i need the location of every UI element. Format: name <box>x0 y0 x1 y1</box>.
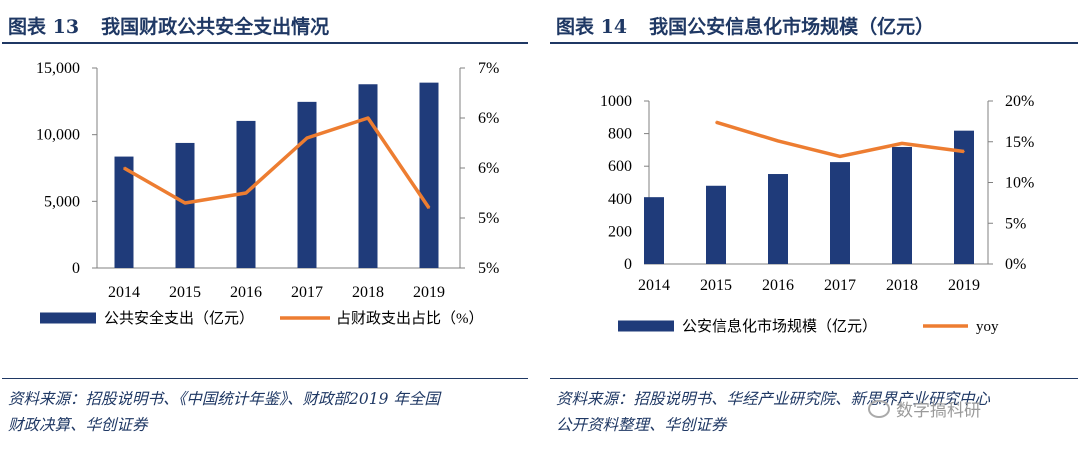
x-tick-label: 2017 <box>291 284 323 301</box>
figure-13-panel: 图表 13 我国财政公共安全支出情况 0 5,000 10,000 15,000 5% 5%… <box>0 0 530 454</box>
x-tick-label: 2016 <box>230 284 262 301</box>
figure-14-label: 图表 14 <box>556 16 628 38</box>
police-it-market-chart: 0 200 400 600 800 1000 0% 5% 10% 15% 20% 2014 2015 20… <box>600 93 1034 335</box>
bar <box>358 84 378 269</box>
y-left-tick-label: 600 <box>608 158 632 175</box>
y-left-tick-label: 400 <box>608 191 632 208</box>
bar <box>175 142 195 268</box>
wechat-icon <box>868 400 890 418</box>
figure-14-source-line-1: 资料来源：招股说明书、华经产业研究院、新思界产业研究中心 <box>556 390 991 408</box>
watermark-text: 数字搞科研 <box>896 401 981 421</box>
y-left-tick-label: 15,000 <box>36 60 80 77</box>
x-tick-label: 2016 <box>762 277 794 294</box>
figure-13-title-text: 我国财政公共安全支出情况 <box>101 16 330 38</box>
y-right-tick-label: 5% <box>478 210 499 227</box>
line-point <box>123 167 125 169</box>
legend-bar-swatch <box>618 320 674 332</box>
bar <box>419 82 439 268</box>
y-right-tick-label: 0% <box>1005 256 1026 273</box>
figure-13-source-line-1: 资料来源：招股说明书、《中国统计年鉴》、财政部2019 年全国 <box>8 390 440 408</box>
figure-14-panel: 图表 14 我国公安信息化市场规模（亿元） 0 200 400 600 800 1000 0%… <box>548 0 1080 454</box>
x-tick-label: 2015 <box>169 284 201 301</box>
line-point <box>367 117 369 119</box>
bar <box>706 185 726 264</box>
y-right-tick-label: 10% <box>1005 175 1034 192</box>
bar <box>297 101 317 268</box>
figure-13-title: 图表 13 我国财政公共安全支出情况 <box>8 12 329 39</box>
line-point <box>184 202 186 204</box>
figure-14-bottom-rule <box>550 378 1078 379</box>
bar <box>830 162 850 264</box>
x-tick-label: 2019 <box>413 284 445 301</box>
line-point <box>777 140 779 142</box>
figure-14-source-line-2: 公开资料整理、华创证券 <box>556 416 727 434</box>
bar <box>644 197 664 264</box>
watermark: 数字搞科研 <box>868 396 981 421</box>
x-tick-label: 2019 <box>948 277 980 294</box>
public-security-spending-chart: 0 5,000 10,000 15,000 5% 5% 6% 6% 7% 2014 2015 2016… <box>36 60 499 327</box>
y-left-tick-label: 200 <box>608 223 632 240</box>
y-left-tick-label: 800 <box>608 126 632 143</box>
figure-13-source: 资料来源：招股说明书、《中国统计年鉴》、财政部2019 年全国 财政决算、华创证… <box>8 386 524 438</box>
bar <box>954 130 974 264</box>
line-point <box>245 192 247 194</box>
legend-bar-label: 公安信息化市场规模（亿元） <box>682 318 877 335</box>
y-left-tick-label: 0 <box>72 260 80 277</box>
legend-bar-swatch <box>40 312 96 324</box>
y-right-tick-label: 20% <box>1005 93 1034 110</box>
bar <box>114 156 134 268</box>
y-right-tick-label: 7% <box>478 60 499 77</box>
figure-13-source-line-2: 财政决算、华创证券 <box>8 416 148 434</box>
x-tick-label: 2014 <box>108 284 140 301</box>
line-point <box>901 142 903 145</box>
figure-14-title: 图表 14 我国公安信息化市场规模（亿元） <box>556 12 934 39</box>
figure-13-top-rule <box>2 42 528 44</box>
figure-13-label: 图表 13 <box>8 16 80 38</box>
y-right-tick-label: 6% <box>478 110 499 127</box>
x-tick-label: 2014 <box>638 277 670 294</box>
x-tick-label: 2018 <box>886 277 918 294</box>
x-tick-label: 2018 <box>352 284 384 301</box>
y-right-tick-label: 15% <box>1005 134 1034 151</box>
bar <box>892 146 912 264</box>
figure-14-title-text: 我国公安信息化市场规模（亿元） <box>649 16 935 38</box>
y-left-tick-label: 0 <box>624 256 632 273</box>
figure-14-top-rule <box>550 42 1078 44</box>
x-tick-label: 2017 <box>824 277 856 294</box>
line-point <box>839 155 841 158</box>
bar <box>768 174 788 264</box>
y-right-tick-label: 5% <box>478 260 499 277</box>
series-line <box>123 116 431 209</box>
y-left-tick-label: 1000 <box>600 93 632 110</box>
y-left-tick-label: 10,000 <box>36 127 80 144</box>
y-left-tick-label: 5,000 <box>44 193 80 210</box>
line-point <box>306 137 308 139</box>
figure-13-bottom-rule <box>2 378 528 379</box>
legend-line-label: 占财政支出占比（%） <box>336 310 484 327</box>
line-point <box>963 150 965 153</box>
x-tick-label: 2015 <box>700 277 732 294</box>
y-right-tick-label: 6% <box>478 160 499 177</box>
legend-line-label: yoy <box>976 319 999 335</box>
figure-14-source: 资料来源：招股说明书、华经产业研究院、新思界产业研究中心 公开资料整理、华创证券 <box>556 386 1074 438</box>
series-line <box>715 120 965 159</box>
legend-bar-label: 公共安全支出（亿元） <box>104 309 254 327</box>
y-right-tick-label: 5% <box>1005 215 1026 232</box>
line-point <box>715 121 717 123</box>
line-point <box>428 207 430 209</box>
